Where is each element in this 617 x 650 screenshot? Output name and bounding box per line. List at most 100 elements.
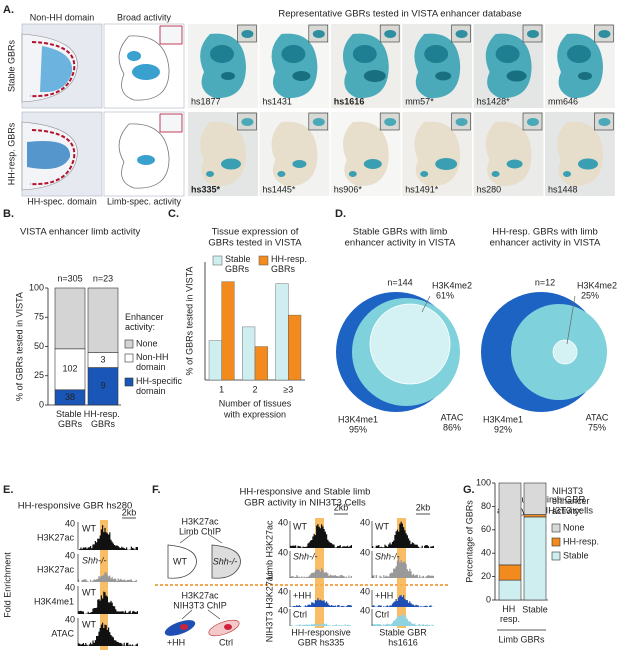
y-tick-label: 60 <box>481 524 491 534</box>
legend-label: None <box>136 338 158 348</box>
signal-track <box>78 622 138 646</box>
stain <box>132 64 160 80</box>
sample-label: Ctrl <box>219 637 233 647</box>
inset-limb <box>598 30 611 38</box>
stain <box>292 160 307 168</box>
signal-track <box>290 623 352 626</box>
domain-outline <box>29 41 76 98</box>
track-max: 40 <box>360 605 370 615</box>
track-max: 40 <box>278 586 288 596</box>
track-max: 40 <box>278 547 288 557</box>
track-sample: Ctrl <box>293 609 307 619</box>
inset-limb <box>312 118 325 126</box>
panel-title: GBR activity in NIH3T3 Cells <box>244 498 366 509</box>
track-sample: +HH <box>375 590 393 600</box>
embryo-id: hs1445* <box>262 184 296 194</box>
y-tick-label: 50 <box>34 341 44 351</box>
track-max: 40 <box>360 547 370 557</box>
signal-track <box>290 567 352 578</box>
signal-track <box>78 572 138 582</box>
arrow <box>179 533 193 544</box>
schematic-label: HH-spec. domain <box>27 196 97 206</box>
venn-label: 61% <box>436 290 454 300</box>
legend-label: Stable GBRs <box>225 254 253 274</box>
track-max: 40 <box>65 614 75 624</box>
x-tick-label: 1 <box>219 384 224 394</box>
chart-title: GBRs tested in VISTA <box>208 238 302 249</box>
embryo-id: hs906* <box>334 184 363 194</box>
stain <box>563 171 571 177</box>
bar-segment <box>498 482 522 566</box>
bar-segment <box>54 348 86 391</box>
venn-h3k4me2 <box>552 339 578 365</box>
inset <box>159 113 183 133</box>
chart-title: VISTA enhancer limb activity <box>20 227 140 238</box>
panel-label: B. <box>3 208 14 220</box>
panel-title: HH-responsive and Stable limb <box>240 487 371 498</box>
track-mark: H3K27ac <box>37 532 75 542</box>
inset-limb <box>598 118 611 126</box>
venn-title: enhancer activity in VISTA <box>345 238 456 249</box>
venn-label: H3K4me1 <box>338 414 378 424</box>
y-tick-label: 25 <box>34 370 44 380</box>
legend-label: HH-resp. <box>563 536 599 546</box>
venn-pointer <box>421 295 431 313</box>
track-max: 40 <box>65 518 75 528</box>
stain <box>424 45 449 63</box>
embryo-id: hs335* <box>191 184 221 194</box>
bar-segment <box>498 579 522 601</box>
stain <box>210 45 234 63</box>
panel-title: HH-responsive GBR hs280 <box>18 501 133 512</box>
stain <box>348 171 357 177</box>
panel-label: E. <box>3 484 13 496</box>
inset-limb <box>455 30 468 38</box>
stain <box>292 71 311 81</box>
y-tick-label: 40 <box>481 548 491 558</box>
venn-label: 86% <box>443 422 461 432</box>
data-label: 102 <box>62 364 77 374</box>
scale-label: 2kb <box>416 502 431 512</box>
legend-title: Enhancer activity: <box>125 312 166 332</box>
inset-limb <box>527 118 539 126</box>
track-sample: Shh-/- <box>82 555 107 565</box>
bar <box>288 314 302 381</box>
track-sample: Shh-/- <box>293 551 318 561</box>
bar-segment <box>498 564 522 581</box>
x-axis-label: with expression <box>223 409 286 419</box>
domain <box>40 46 73 93</box>
embryo <box>414 121 461 187</box>
track-mark: H3K27ac <box>37 564 75 574</box>
signal-track <box>290 524 352 548</box>
venn-label: ATAC <box>441 412 464 422</box>
y-tick-label: 0 <box>39 399 44 409</box>
y-axis-label: Percentage of GBRs <box>464 500 474 583</box>
signal-track <box>78 525 138 550</box>
schematic-label: Non-HH domain <box>30 12 95 22</box>
venn-label: 75% <box>588 422 606 432</box>
legend-swatch <box>124 353 134 363</box>
embryo-id: mm57* <box>405 96 434 106</box>
schematic-label: H3K27ac <box>181 516 219 526</box>
x-tick-label: HH resp. <box>500 604 520 624</box>
chart-title: Tissue expression of <box>212 227 299 238</box>
track-sample: WT <box>293 521 307 531</box>
legend-swatch <box>124 377 134 387</box>
stain <box>491 171 500 177</box>
y-axis-label: % of GBRs tested in VISTA <box>184 267 194 376</box>
venn-label: H3K4me2 <box>432 280 472 290</box>
y-tick-label: 100 <box>29 282 44 292</box>
stain <box>578 158 598 170</box>
stain <box>567 45 591 63</box>
scale-label: 2kb <box>334 502 349 512</box>
legend-swatch <box>212 255 223 266</box>
y-tick-label: 75 <box>34 312 44 322</box>
venn-label: 95% <box>349 424 367 434</box>
x-tick-label: 2 <box>252 384 257 394</box>
stain <box>221 72 235 80</box>
inset-limb <box>384 118 397 126</box>
cell <box>208 619 240 637</box>
stain <box>363 159 382 169</box>
bar-segment <box>523 516 547 601</box>
bar-segment <box>523 482 547 515</box>
cell-nucleus <box>224 624 232 630</box>
